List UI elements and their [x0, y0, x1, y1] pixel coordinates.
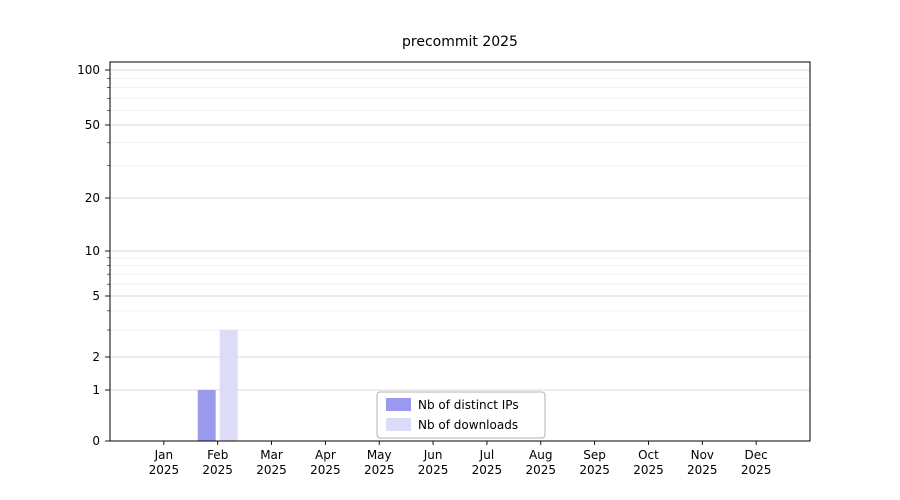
x-tick-label-month: May [367, 448, 392, 462]
y-tick-label: 1 [92, 383, 100, 397]
legend-label: Nb of downloads [418, 418, 518, 432]
y-tick-label: 5 [92, 289, 100, 303]
x-tick-label-month: Dec [745, 448, 768, 462]
x-tick-label-year: 2025 [364, 463, 395, 477]
x-tick-label-year: 2025 [633, 463, 664, 477]
plot-border [109, 61, 811, 442]
y-tick-label: 100 [77, 63, 100, 77]
y-tick-label: 10 [85, 244, 100, 258]
x-tick-label-year: 2025 [741, 463, 772, 477]
x-tick-label-month: Aug [529, 448, 552, 462]
x-tick-label-month: Sep [583, 448, 606, 462]
x-tick-label-month: Feb [207, 448, 228, 462]
x-tick-label-year: 2025 [687, 463, 718, 477]
x-tick-label-month: Mar [260, 448, 283, 462]
legend-box [376, 391, 546, 439]
x-tick-label-month: Nov [691, 448, 714, 462]
x-tick-label-year: 2025 [418, 463, 449, 477]
legend-label: Nb of distinct IPs [418, 398, 519, 412]
legend-swatch [386, 418, 411, 431]
y-tick-label: 20 [85, 191, 100, 205]
bar-nb-of-distinct-ips [197, 390, 216, 441]
x-tick-label-month: Jan [154, 448, 174, 462]
legend-swatch [386, 398, 411, 411]
x-tick-label-year: 2025 [472, 463, 503, 477]
x-tick-label-month: Jun [423, 448, 443, 462]
x-tick-label-year: 2025 [149, 463, 180, 477]
x-tick-label-month: Apr [315, 448, 336, 462]
x-tick-label-year: 2025 [202, 463, 233, 477]
x-tick-label-month: Oct [638, 448, 659, 462]
bar-nb-of-downloads [219, 330, 238, 441]
x-tick-label-year: 2025 [579, 463, 610, 477]
x-tick-label-year: 2025 [525, 463, 556, 477]
x-tick-label-year: 2025 [256, 463, 287, 477]
legend: Nb of distinct IPs Nb of downloads [376, 391, 546, 439]
y-tick-label: 2 [92, 350, 100, 364]
x-tick-label-month: Jul [479, 448, 494, 462]
y-tick-label: 0 [92, 434, 100, 448]
x-tick-label-year: 2025 [310, 463, 341, 477]
chart-title: precommit 2025 [402, 34, 518, 50]
y-tick-label: 50 [85, 118, 100, 132]
